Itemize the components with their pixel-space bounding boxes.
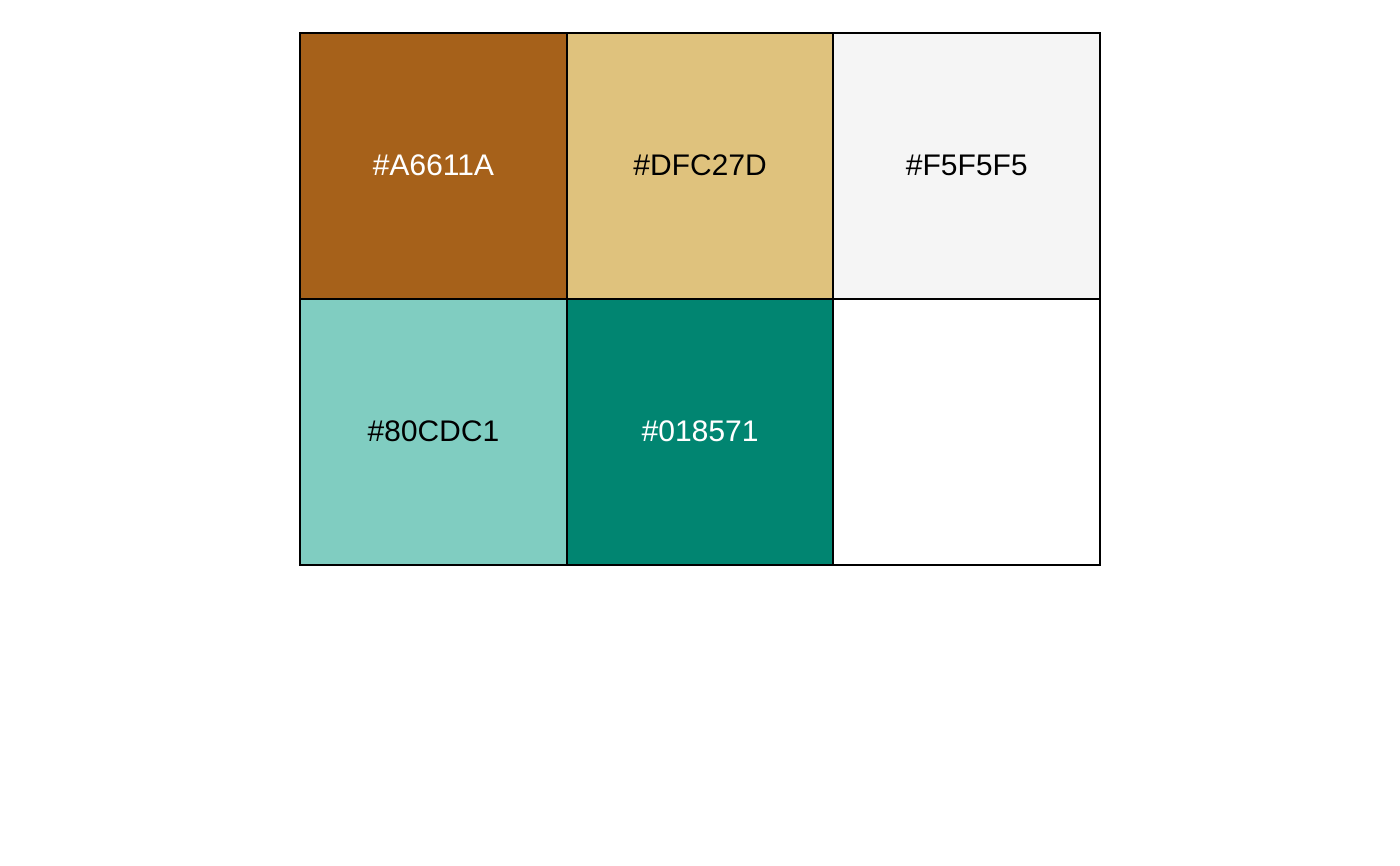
color-swatch-label: #DFC27D: [633, 149, 767, 182]
color-palette-grid: #A6611A #DFC27D #F5F5F5 #80CDC1 #018571: [299, 32, 1101, 566]
color-swatch-3: #F5F5F5: [834, 34, 1101, 300]
color-swatch-4: #80CDC1: [301, 300, 568, 566]
color-swatch-1: #A6611A: [301, 34, 568, 300]
color-swatch-5: #018571: [567, 300, 835, 566]
empty-swatch: [834, 300, 1101, 566]
color-swatch-2: #DFC27D: [567, 34, 835, 300]
color-swatch-label: #A6611A: [372, 149, 494, 182]
color-swatch-label: #018571: [641, 415, 759, 448]
color-swatch-label: #F5F5F5: [905, 149, 1028, 182]
color-swatch-label: #80CDC1: [367, 415, 500, 448]
